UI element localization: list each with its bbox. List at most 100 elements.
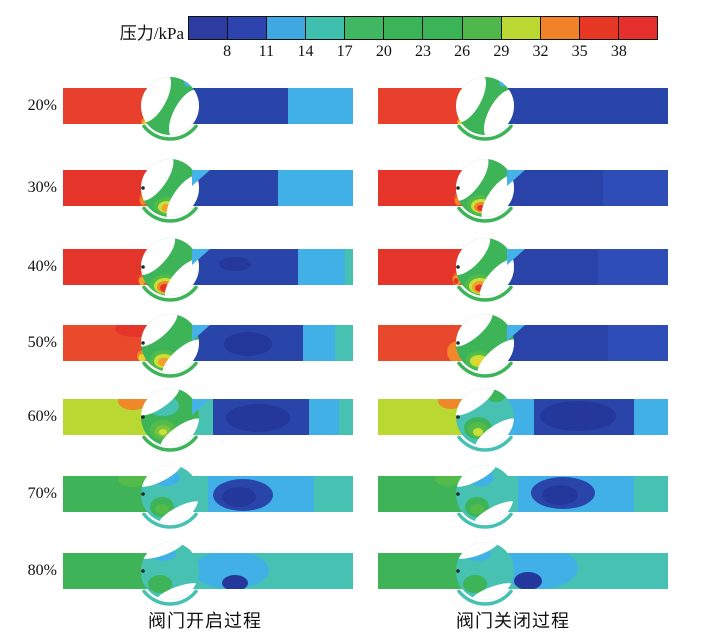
colorbar-segment: [501, 17, 541, 39]
contour-blob: [514, 572, 542, 589]
valve-pivot-dot: [141, 492, 145, 496]
valve-ball-crescent: [479, 259, 514, 296]
contour-blob: [193, 553, 269, 589]
colorbar-segment: [579, 17, 619, 39]
valve-ball-crescent: [456, 238, 491, 275]
legend-label: 压力/kPa: [119, 24, 184, 43]
contour-plot-70%-close: [378, 465, 668, 529]
contour-region: [608, 325, 668, 361]
valve-ball-crescent: [141, 542, 184, 559]
contour-region: [335, 325, 353, 361]
colorbar-segment: [618, 17, 657, 39]
valve-pivot-dot: [141, 341, 145, 345]
valve-pivot-dot: [456, 492, 460, 496]
row-label-opening-80%: 80%: [27, 562, 57, 579]
contour-blob: [463, 575, 487, 593]
row-label-opening-50%: 50%: [27, 334, 57, 351]
valve-ball-crescent: [456, 388, 495, 416]
contour-region: [603, 170, 668, 206]
valve-ball-crescent: [456, 542, 499, 559]
exit-jet-sliver: [507, 325, 525, 341]
valve-pivot-dot: [456, 186, 460, 190]
exit-jet-sliver: [192, 249, 210, 265]
colorbar-tick: 32: [532, 43, 549, 60]
row-label-opening-20%: 20%: [27, 97, 57, 114]
valve-ball-crescent: [473, 501, 514, 523]
valve-bottom-arc: [142, 589, 198, 606]
contour-region: [303, 325, 335, 361]
valve-bottom-arc: [457, 285, 513, 302]
contour-region: [498, 88, 668, 124]
contour-plot-20%-open: [63, 77, 353, 141]
contour-plot-60%-open: [63, 388, 353, 452]
contour-plot-30%-close: [378, 159, 668, 223]
contour-region: [278, 170, 353, 206]
caption-valve-closing: 阀门关闭过程: [456, 611, 570, 631]
valve-bottom-arc: [457, 124, 513, 141]
contour-plot-40%-close: [378, 238, 668, 302]
valve-bottom-arc: [142, 285, 198, 302]
valve-ball-crescent: [141, 314, 178, 347]
colorbar-tick: 11: [258, 43, 275, 60]
valve-bottom-arc: [457, 361, 513, 378]
contour-region: [634, 476, 668, 512]
contour-blob: [222, 575, 248, 589]
contour-blob: [438, 399, 464, 409]
contour-plot-40%-open: [63, 238, 353, 302]
contour-blob: [155, 504, 169, 514]
contour-blob: [542, 485, 578, 505]
contour-plot-30%-open: [63, 159, 353, 223]
contour-blob: [138, 354, 146, 361]
exit-jet-sliver: [507, 170, 525, 186]
contour-region: [183, 88, 288, 124]
contour-plot-50%-close: [378, 314, 668, 378]
valve-ball-crescent: [456, 159, 489, 201]
contour-plot-50%-open: [63, 314, 353, 378]
contour-blob: [226, 404, 290, 432]
contour-region: [314, 476, 353, 512]
contour-region: [634, 399, 668, 435]
valve-ball-crescent: [141, 159, 174, 201]
valve-ball-crescent: [456, 314, 493, 347]
contour-blob: [224, 332, 272, 356]
colorbar-segment: [189, 17, 229, 39]
valve-bottom-arc: [142, 435, 198, 452]
contour-plot-80%-close: [378, 542, 668, 606]
contour-blob: [118, 476, 148, 487]
valve-bottom-arc: [142, 206, 198, 223]
colorbar-segment: [267, 17, 307, 39]
valve-ball-crescent: [481, 175, 514, 217]
valve-ball-crescent: [477, 339, 514, 372]
valve-pivot-dot: [141, 569, 145, 573]
valve-bottom-arc: [457, 512, 513, 529]
valve-pivot-dot: [141, 415, 145, 419]
colorbar-tick: 26: [454, 43, 471, 60]
row-label-opening-60%: 60%: [27, 408, 57, 425]
valve-pivot-dot: [456, 415, 460, 419]
colorbar-segment: [345, 17, 385, 39]
valve-pivot-dot: [456, 265, 460, 269]
contour-plot-80%-open: [63, 542, 353, 606]
caption-valve-opening: 阀门开启过程: [148, 611, 262, 631]
contour-blob: [159, 429, 167, 435]
colorbar-segment: [540, 17, 580, 39]
colorbar-tick: 17: [336, 43, 353, 60]
valve-ball-crescent: [141, 77, 172, 123]
valve-ball-crescent: [475, 418, 514, 446]
exit-jet-sliver: [192, 325, 210, 341]
exit-jet-sliver: [192, 399, 210, 415]
valve-ball-crescent: [158, 501, 199, 523]
row-label-opening-40%: 40%: [27, 258, 57, 275]
colorbar-tick: 23: [415, 43, 431, 60]
valve-ball-crescent: [141, 465, 182, 487]
contour-blob: [540, 401, 616, 431]
contour-region: [345, 249, 353, 285]
colorbar-segment: [228, 17, 268, 39]
contour-blob: [184, 79, 194, 87]
colorbar-segment: [306, 17, 346, 39]
colorbar-segment: [462, 17, 502, 39]
colorbar-tick: 14: [297, 43, 314, 60]
valve-bottom-arc: [142, 124, 198, 141]
contour-blob: [219, 257, 251, 271]
valve-pivot-dot: [456, 569, 460, 573]
